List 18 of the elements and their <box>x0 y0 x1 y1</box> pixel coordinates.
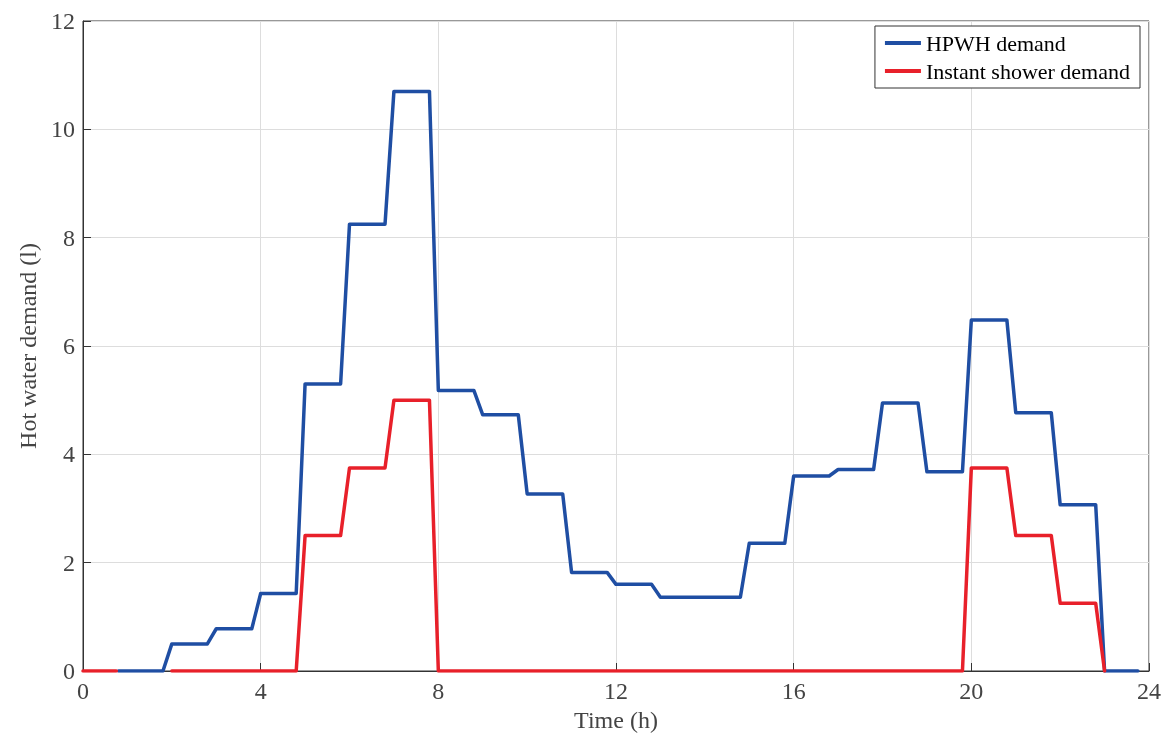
legend-label: Instant shower demand <box>925 58 1130 84</box>
x-tick-label: 20 <box>959 678 984 704</box>
x-axis-title: Time (h) <box>574 706 658 733</box>
y-tick-label: 2 <box>63 549 75 576</box>
x-tick-label: 24 <box>1137 678 1161 704</box>
y-tick-label: 0 <box>63 658 75 684</box>
x-tick-label: 8 <box>432 678 445 704</box>
y-tick-label: 12 <box>51 8 75 34</box>
y-tick-label: 6 <box>63 333 75 359</box>
y-tick-label: 10 <box>51 116 75 143</box>
legend-label: HPWH demand <box>925 30 1066 56</box>
line-series <box>116 89 1140 673</box>
y-axis-title: Hot water demand (l) <box>15 243 42 449</box>
x-tick-label: 4 <box>254 678 267 704</box>
y-tick-label: 4 <box>63 441 75 468</box>
y-tick-label: 8 <box>63 224 75 251</box>
x-tick-label: 12 <box>604 678 628 704</box>
x-tick-label: 16 <box>781 678 806 704</box>
